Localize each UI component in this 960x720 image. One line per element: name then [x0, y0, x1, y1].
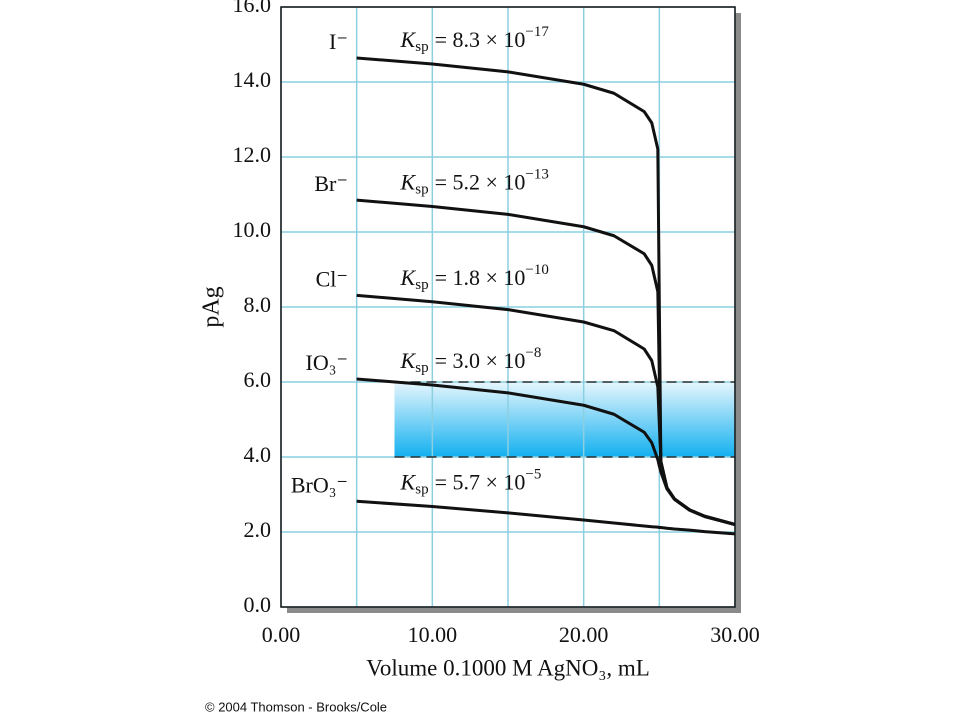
ksp-text: = 5.7 × 10: [435, 470, 526, 495]
ksp-sup: −5: [525, 467, 541, 483]
ksp-label: Ksp = 5.7 × 10−5: [400, 467, 542, 498]
x-tick-label: 30.00: [710, 622, 760, 647]
x-tick-label: 10.00: [408, 622, 458, 647]
y-tick-label: 6.0: [244, 367, 272, 392]
titration-curve: [356, 377, 736, 526]
ksp-sub: sp: [415, 482, 428, 498]
ion-label: Br⁻: [314, 171, 348, 196]
ksp-text: = 8.3 × 10: [435, 27, 526, 52]
ksp-symbol: K: [400, 470, 417, 495]
ion-label: I⁻: [329, 29, 348, 54]
y-tick-label: 10.0: [233, 217, 272, 242]
ksp-symbol: K: [400, 27, 417, 52]
ksp-text: = 3.0 × 10: [435, 348, 526, 373]
x-tick-label: 0.00: [262, 622, 301, 647]
ksp-label: Ksp = 8.3 × 10−17: [400, 24, 550, 55]
ksp-text: = 5.2 × 10: [435, 170, 526, 195]
data-layer: [356, 56, 736, 536]
ion-label: IO₃⁻: [306, 350, 349, 375]
ksp-sup: −8: [525, 345, 541, 361]
y-tick-label: 2.0: [244, 517, 272, 542]
ksp-sup: −17: [525, 24, 549, 40]
ksp-sub: sp: [415, 39, 428, 55]
y-tick-label: 12.0: [233, 142, 272, 167]
titration-curve: [356, 499, 736, 536]
ksp-label: Ksp = 5.2 × 10−13: [400, 167, 549, 198]
y-tick-label: 0.0: [244, 592, 272, 617]
plot-frame: [280, 6, 736, 608]
ksp-label: Ksp = 1.8 × 10−10: [400, 262, 549, 293]
ion-label: BrO₃⁻: [291, 472, 348, 497]
y-tick-label: 8.0: [244, 292, 272, 317]
y-tick-label: 16.0: [233, 0, 272, 17]
ksp-sup: −10: [525, 262, 548, 278]
ksp-symbol: K: [400, 348, 417, 373]
ksp-text: = 1.8 × 10: [435, 265, 526, 290]
ksp-label: Ksp = 3.0 × 10−8: [400, 345, 542, 376]
ksp-sup: −13: [525, 167, 548, 183]
band-layer: [394, 382, 735, 457]
ksp-symbol: K: [400, 170, 417, 195]
shaded-band: [394, 382, 735, 457]
ksp-sub: sp: [415, 277, 428, 293]
copyright: © 2004 Thomson - Brooks/Cole: [205, 699, 387, 714]
x-axis-label: Volume 0.1000 M AgNO₃, mL: [366, 655, 650, 680]
ion-label: Cl⁻: [316, 266, 348, 291]
ksp-symbol: K: [400, 265, 417, 290]
x-tick-label: 20.00: [559, 622, 609, 647]
y-tick-label: 4.0: [244, 442, 272, 467]
ksp-sub: sp: [415, 360, 428, 376]
y-axis-label: pAg: [199, 286, 225, 327]
ksp-sub: sp: [415, 182, 428, 198]
y-tick-label: 14.0: [233, 67, 272, 92]
